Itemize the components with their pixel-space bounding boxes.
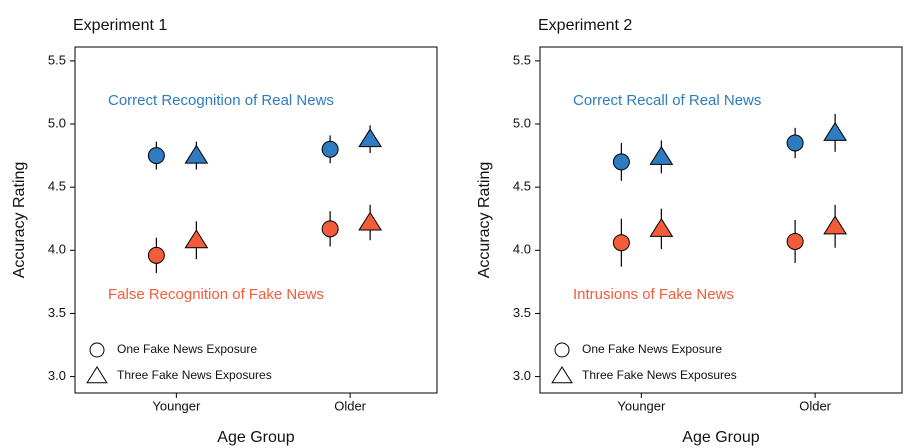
point (184, 144, 209, 164)
y-tick-label: 4.5 (513, 179, 531, 194)
y-tick-label: 3.5 (48, 305, 66, 320)
group-label: False Recognition of Fake News (108, 286, 324, 303)
y-tick-label: 5.5 (48, 52, 66, 67)
legend-symbol (554, 342, 570, 358)
point (358, 128, 383, 148)
y-tick-label: 4.0 (513, 242, 531, 257)
y-tick-label: 4.5 (48, 179, 66, 194)
point (649, 217, 674, 237)
group-label: Correct Recall of Real News (573, 92, 761, 109)
y-tick-label: 3.0 (48, 368, 66, 383)
y-tick-label: 3.0 (513, 368, 531, 383)
y-tick-label: 5.0 (48, 115, 66, 130)
plot-frame (539, 46, 903, 394)
point (786, 232, 804, 250)
legend-symbol (551, 366, 573, 384)
legend-symbol (86, 366, 108, 384)
legend-label: Three Fake News Exposures (582, 368, 737, 382)
point (147, 147, 165, 165)
legend-label: One Fake News Exposure (117, 342, 257, 356)
x-tick-label: Younger (617, 398, 666, 413)
point (321, 220, 339, 238)
group-label: Intrusions of Fake News (573, 286, 734, 303)
chart-title: Experiment 1 (73, 17, 167, 34)
point (358, 211, 383, 231)
x-tick-label: Older (334, 398, 366, 413)
legend-label: Three Fake News Exposures (117, 368, 272, 382)
x-tick-label: Younger (152, 398, 201, 413)
x-tick-label: Older (799, 398, 831, 413)
point (823, 215, 848, 235)
legend-symbol (89, 342, 105, 358)
x-axis-label: Age Group (217, 429, 294, 446)
point (786, 134, 804, 152)
group-label: Correct Recognition of Real News (108, 92, 334, 109)
point (649, 145, 674, 165)
y-axis-label: Accuracy Rating (11, 162, 28, 279)
y-tick-label: 5.0 (513, 115, 531, 130)
y-tick-label: 5.5 (513, 52, 531, 67)
y-tick-label: 4.0 (48, 242, 66, 257)
y-axis-label: Accuracy Rating (476, 162, 493, 279)
point (823, 121, 848, 141)
point (612, 153, 630, 171)
point (184, 229, 209, 249)
point (612, 234, 630, 252)
y-tick-label: 3.5 (513, 305, 531, 320)
point (321, 140, 339, 158)
chart-title: Experiment 2 (538, 17, 632, 34)
plot-frame (74, 46, 438, 394)
x-axis-label: Age Group (682, 429, 759, 446)
legend-label: One Fake News Exposure (582, 342, 722, 356)
point (147, 246, 165, 264)
